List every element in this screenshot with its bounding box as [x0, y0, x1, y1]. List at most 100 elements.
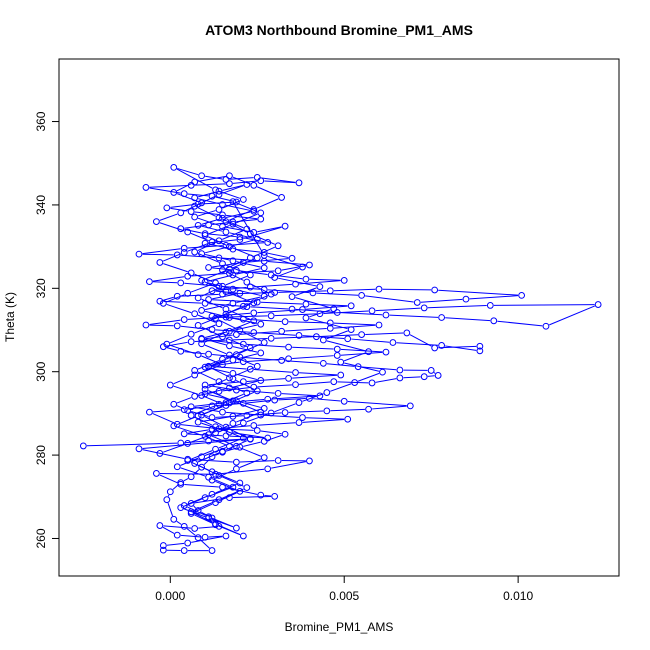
series-line-segment — [198, 175, 226, 182]
series-line-segment — [285, 328, 327, 332]
series-line-segment — [236, 373, 258, 381]
data-point — [187, 508, 195, 516]
series-line-segment — [187, 495, 209, 505]
series-line-segment — [170, 204, 195, 208]
data-point — [229, 483, 237, 491]
series-line-segment — [212, 361, 240, 367]
data-point — [358, 292, 366, 299]
data-point — [215, 237, 223, 245]
data-point — [358, 331, 366, 338]
series-line-segment — [438, 345, 477, 349]
data-point — [198, 463, 206, 471]
series-line-segment — [396, 342, 439, 346]
data-point — [229, 271, 237, 279]
series-line-segment — [267, 252, 289, 259]
data-point — [239, 532, 247, 540]
data-point — [156, 259, 164, 266]
data-point — [413, 299, 421, 306]
data-point — [135, 250, 143, 258]
data-point — [208, 547, 216, 554]
data-point — [292, 369, 299, 376]
data-point — [274, 242, 282, 250]
series-line-segment — [323, 310, 369, 315]
series-line-segment — [236, 213, 258, 224]
data-point — [253, 174, 261, 181]
series-line-segment — [208, 233, 237, 238]
data-point — [226, 172, 233, 180]
data-point — [201, 239, 209, 247]
series-line-segment — [197, 314, 216, 323]
data-point — [191, 392, 199, 400]
data-point — [215, 496, 223, 504]
data-point — [208, 453, 216, 461]
y-tick-label: 280 — [34, 445, 48, 465]
series-line-segment — [184, 440, 206, 444]
series-line-segment — [208, 535, 223, 538]
series-line-segment — [163, 263, 188, 273]
series-line-segment — [169, 335, 189, 344]
data-point — [306, 457, 313, 465]
series-line-segment — [292, 374, 338, 379]
series-line-segment — [222, 218, 244, 229]
series-layer — [79, 164, 602, 554]
data-point — [420, 373, 428, 381]
series-line-segment — [218, 423, 241, 433]
data-point — [229, 299, 237, 307]
data-point — [226, 180, 233, 188]
series-line-segment — [183, 508, 206, 518]
series-line-segment — [142, 248, 181, 255]
data-point — [205, 431, 212, 439]
data-series — [79, 164, 602, 554]
data-point — [173, 292, 181, 300]
data-point — [295, 332, 303, 339]
data-point — [194, 200, 202, 208]
data-point — [246, 254, 254, 262]
series-line-segment — [295, 287, 317, 296]
data-point — [135, 445, 143, 453]
data-point — [278, 357, 286, 364]
series-line-segment — [204, 344, 227, 355]
data-point — [222, 228, 230, 236]
data-point — [222, 432, 230, 440]
data-point — [201, 299, 209, 307]
data-point — [365, 348, 372, 356]
data-point — [250, 383, 258, 391]
series-line-segment — [211, 367, 230, 378]
series-line-segment — [86, 442, 178, 447]
series-line-segment — [274, 313, 317, 317]
data-point — [368, 307, 376, 315]
series-line-segment — [187, 193, 209, 197]
series-line-segment — [274, 403, 296, 413]
data-point — [239, 434, 247, 442]
series-line-segment — [256, 198, 279, 209]
series-line-segment — [234, 204, 263, 253]
data-point — [222, 402, 230, 409]
data-point — [288, 305, 296, 313]
data-point — [219, 447, 226, 455]
data-point — [215, 425, 223, 433]
data-point — [253, 362, 261, 370]
data-point — [184, 228, 192, 236]
data-point — [156, 522, 164, 529]
data-point — [246, 283, 254, 291]
data-point — [288, 254, 296, 262]
series-line-segment — [438, 289, 519, 296]
data-point — [177, 439, 185, 447]
series-line-segment — [256, 186, 279, 197]
series-line-segment — [316, 292, 359, 296]
data-point — [177, 504, 185, 512]
data-point — [201, 381, 209, 389]
series-line-segment — [309, 309, 331, 318]
series-line-segment — [357, 372, 380, 382]
data-point — [198, 307, 206, 314]
data-point — [382, 348, 390, 356]
data-point — [226, 442, 233, 450]
data-point — [222, 328, 230, 336]
series-line-segment — [497, 320, 543, 327]
series-line-segment — [292, 346, 334, 350]
data-point — [243, 412, 251, 419]
data-point — [222, 423, 230, 431]
chart-title: ATOM3 Northbound Bromine_PM1_AMS — [205, 22, 473, 38]
series-line-segment — [201, 416, 230, 423]
series-line-segment — [167, 494, 170, 497]
